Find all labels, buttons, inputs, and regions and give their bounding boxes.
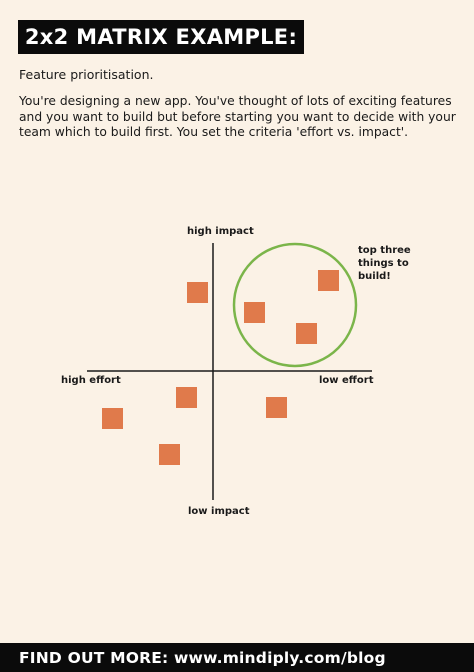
high-impact-label: high impact [187, 226, 254, 237]
intro-paragraph: You're designing a new app. You've thoug… [19, 94, 456, 139]
high-effort-label: high effort [61, 375, 121, 386]
feature-square [102, 408, 123, 429]
subtitle: Feature prioritisation. [19, 67, 154, 82]
feature-square [176, 387, 197, 408]
top-three-callout: top three things to build! [358, 245, 411, 282]
feature-square [318, 270, 339, 291]
feature-square [244, 302, 265, 323]
page-title: 2x2 MATRIX EXAMPLE: [24, 25, 298, 49]
feature-square [187, 282, 208, 303]
feature-square [266, 397, 287, 418]
top-three-circle [232, 242, 358, 368]
title-banner: 2x2 MATRIX EXAMPLE: [18, 20, 304, 54]
footer-banner[interactable]: FIND OUT MORE: www.mindiply.com/blog [0, 643, 474, 672]
feature-square [159, 444, 180, 465]
footer-link[interactable]: FIND OUT MORE: www.mindiply.com/blog [19, 648, 386, 667]
low-impact-label: low impact [188, 506, 250, 517]
feature-square [296, 323, 317, 344]
low-effort-label: low effort [319, 375, 374, 386]
